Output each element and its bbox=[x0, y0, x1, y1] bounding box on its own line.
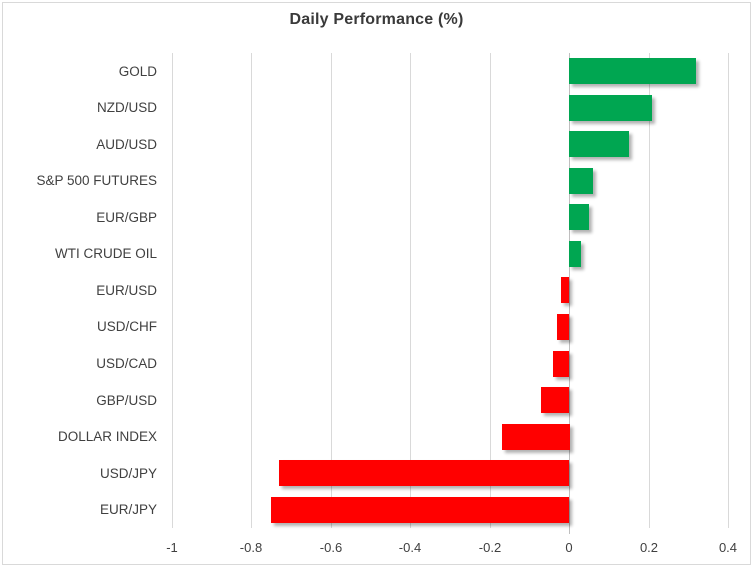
chart-title: Daily Performance (%) bbox=[289, 11, 464, 28]
x-tick-label: -0.6 bbox=[319, 540, 343, 555]
gridline bbox=[331, 53, 332, 528]
category-row bbox=[172, 236, 728, 273]
category-label: DOLLAR INDEX bbox=[57, 429, 157, 445]
category-label: EUR/USD bbox=[96, 282, 157, 298]
plot-area bbox=[172, 53, 729, 534]
category-row bbox=[172, 90, 728, 127]
category-label: GOLD bbox=[118, 63, 157, 79]
bar-wti-crude-oil bbox=[569, 240, 581, 267]
category-label: GBP/USD bbox=[96, 392, 157, 408]
bar-nzd-usd bbox=[569, 94, 652, 121]
category-label: WTI CRUDE OIL bbox=[54, 246, 157, 262]
x-tick-label: 0.2 bbox=[639, 540, 659, 555]
gridline bbox=[490, 53, 491, 528]
bar-eur-jpy bbox=[271, 496, 569, 523]
category-label: AUD/USD bbox=[96, 136, 157, 152]
gridline bbox=[728, 53, 729, 528]
category-label: USD/JPY bbox=[99, 465, 157, 481]
category-label: USD/CAD bbox=[96, 356, 157, 372]
gridline bbox=[172, 53, 173, 528]
bar-eur-usd bbox=[561, 277, 569, 304]
category-row bbox=[172, 418, 728, 455]
category-row bbox=[172, 126, 728, 163]
category-axis-labels: GOLD NZD/USD AUD/USD S&P 500 FUTURES EUR/GBP… bbox=[0, 53, 157, 528]
category-row bbox=[172, 199, 728, 236]
gridline bbox=[251, 53, 252, 528]
x-tick-label: 0.4 bbox=[718, 540, 738, 555]
category-row bbox=[172, 382, 728, 419]
category-row bbox=[172, 455, 728, 492]
bar-usd-jpy bbox=[279, 460, 569, 487]
category-row bbox=[172, 491, 728, 528]
gridline bbox=[649, 53, 650, 528]
bar-s-p-500-futures bbox=[569, 167, 593, 194]
x-tick-label: -0.4 bbox=[398, 540, 422, 555]
bar-gbp-usd bbox=[541, 387, 569, 414]
category-row bbox=[172, 53, 728, 90]
category-label: USD/CHF bbox=[97, 319, 157, 335]
category-row bbox=[172, 309, 728, 346]
bars-group bbox=[172, 53, 728, 528]
x-tick-label: -1 bbox=[166, 540, 178, 555]
bar-aud-usd bbox=[569, 131, 629, 158]
x-tick-label: -0.8 bbox=[239, 540, 263, 555]
x-tick-label: 0 bbox=[565, 540, 573, 555]
category-label: S&P 500 FUTURES bbox=[36, 173, 157, 189]
bar-usd-cad bbox=[553, 350, 569, 377]
bar-usd-chf bbox=[557, 313, 569, 340]
bar-dollar-index bbox=[502, 423, 570, 450]
bar-eur-gbp bbox=[569, 204, 589, 231]
category-row bbox=[172, 345, 728, 382]
category-label: EUR/GBP bbox=[96, 209, 157, 225]
category-label: EUR/JPY bbox=[99, 502, 157, 518]
gridline bbox=[410, 53, 411, 528]
category-row bbox=[172, 163, 728, 200]
x-tick-label: -0.2 bbox=[478, 540, 502, 555]
category-row bbox=[172, 272, 728, 309]
category-label: NZD/USD bbox=[97, 100, 157, 116]
zero-axis-line bbox=[569, 53, 570, 534]
bar-gold bbox=[569, 58, 696, 85]
